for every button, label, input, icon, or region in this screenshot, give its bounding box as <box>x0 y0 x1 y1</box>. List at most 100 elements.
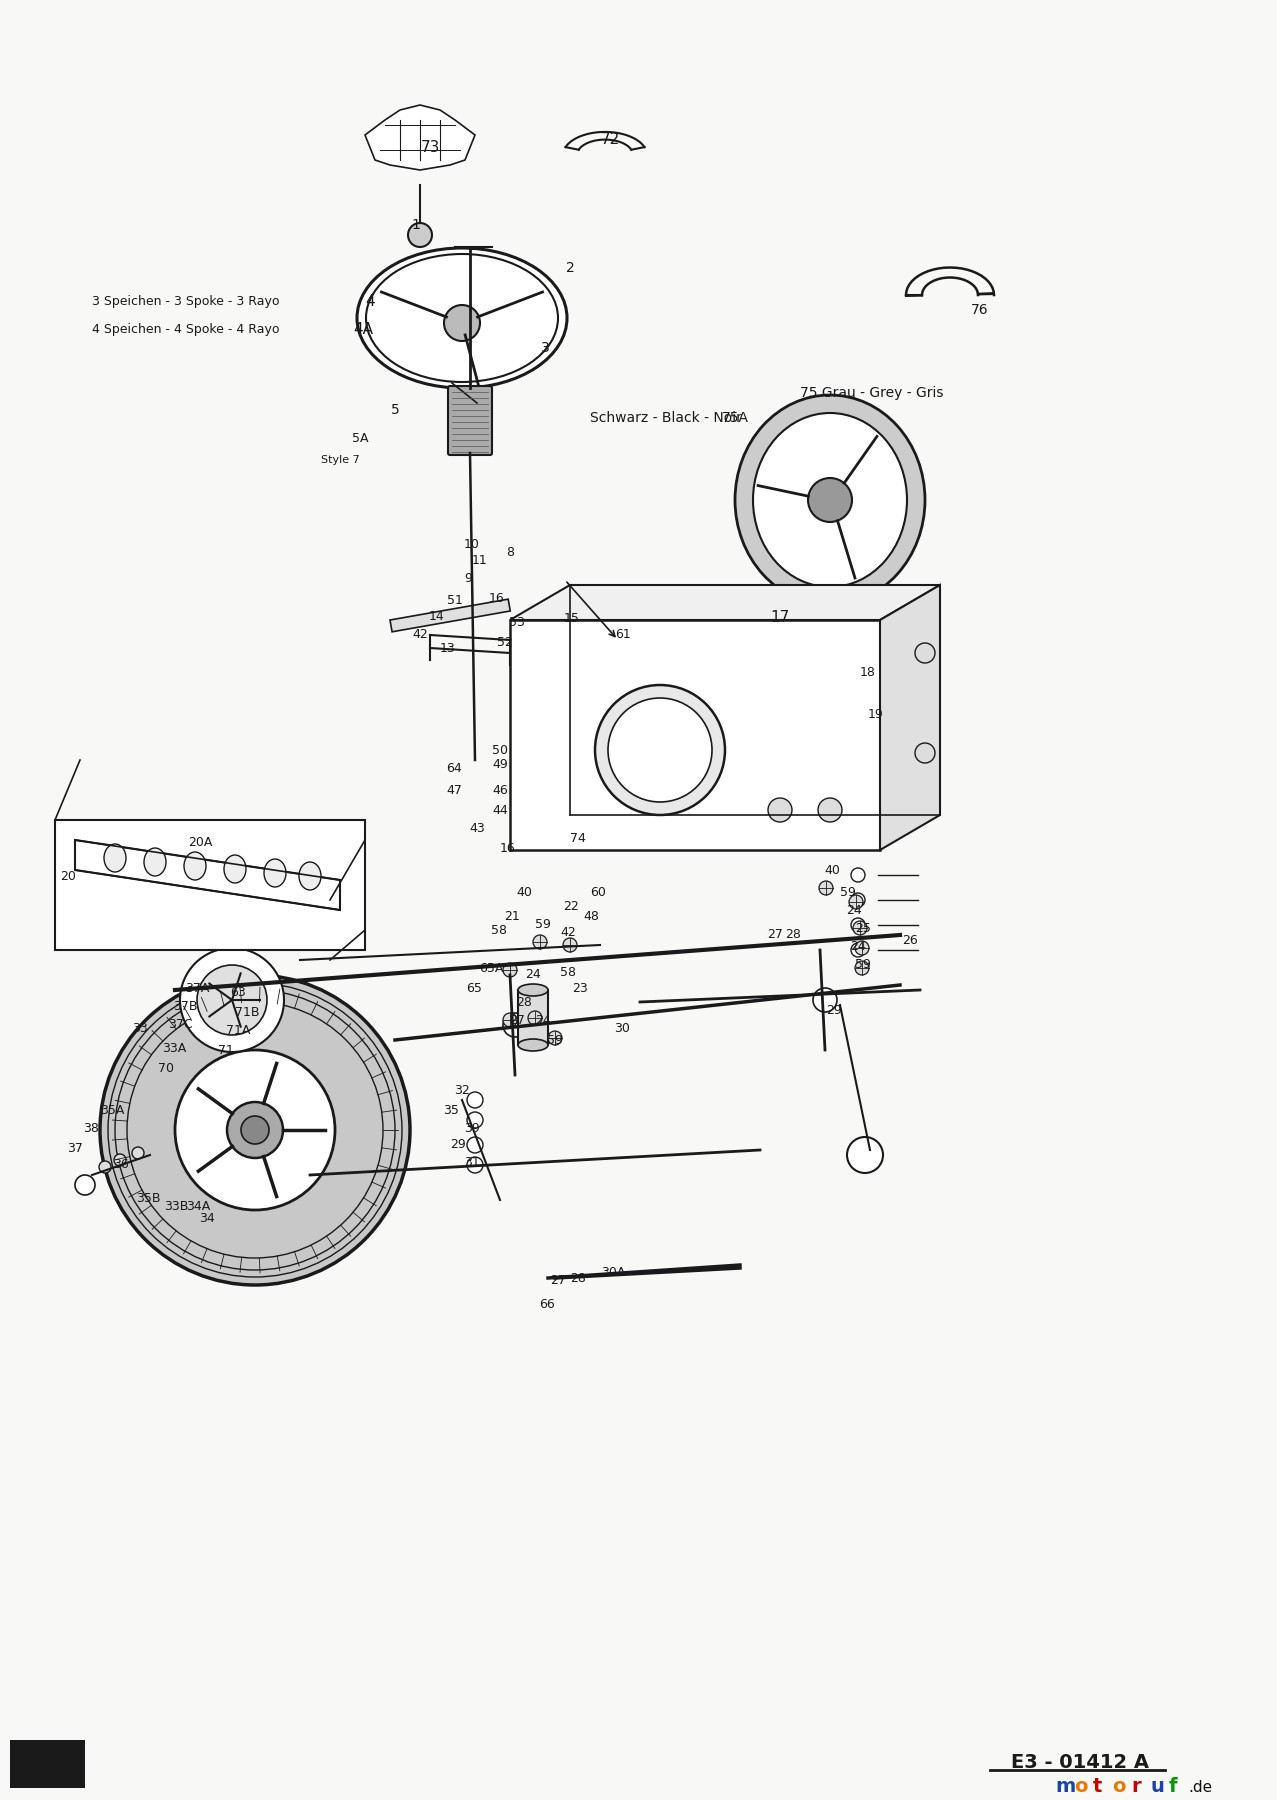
Text: 5A: 5A <box>351 432 368 445</box>
Polygon shape <box>365 104 475 169</box>
Text: 64: 64 <box>446 761 462 774</box>
Text: 40: 40 <box>516 886 533 898</box>
Ellipse shape <box>518 1039 548 1051</box>
Circle shape <box>916 743 935 763</box>
Text: 59: 59 <box>840 886 856 898</box>
Circle shape <box>227 1102 283 1157</box>
Text: 10: 10 <box>464 538 480 551</box>
Text: 75 Grau - Grey - Gris: 75 Grau - Grey - Gris <box>799 385 944 400</box>
Text: 13: 13 <box>441 641 456 655</box>
Text: 70: 70 <box>158 1062 174 1075</box>
Text: 28: 28 <box>570 1271 586 1285</box>
Circle shape <box>595 686 725 815</box>
Text: 28: 28 <box>785 929 801 941</box>
Text: 19: 19 <box>868 709 884 722</box>
Text: f: f <box>1168 1778 1177 1796</box>
Text: 32: 32 <box>455 1084 470 1096</box>
Text: 25: 25 <box>856 922 871 934</box>
Circle shape <box>180 949 283 1051</box>
Ellipse shape <box>299 862 321 889</box>
Text: r: r <box>1131 1778 1140 1796</box>
Text: 22: 22 <box>563 900 578 914</box>
Text: o: o <box>1074 1778 1088 1796</box>
Text: 60: 60 <box>590 886 607 898</box>
Text: 1: 1 <box>411 218 420 232</box>
Circle shape <box>767 797 792 823</box>
Text: 9: 9 <box>464 572 472 585</box>
Ellipse shape <box>358 248 567 389</box>
Text: 5: 5 <box>391 403 400 418</box>
Ellipse shape <box>518 985 548 995</box>
Text: 31: 31 <box>464 1157 480 1170</box>
Text: 58: 58 <box>490 923 507 936</box>
Text: 59: 59 <box>547 1033 563 1046</box>
Text: 24: 24 <box>847 904 862 916</box>
Text: 59: 59 <box>535 918 550 931</box>
Text: 65: 65 <box>466 981 481 994</box>
Polygon shape <box>510 585 940 619</box>
Text: 37B: 37B <box>172 999 197 1012</box>
Text: E3 - 01412 A: E3 - 01412 A <box>1011 1753 1149 1771</box>
Circle shape <box>856 941 870 956</box>
Circle shape <box>533 934 547 949</box>
Text: 50: 50 <box>492 743 508 756</box>
Text: 21: 21 <box>504 909 520 922</box>
Text: 47: 47 <box>446 783 462 796</box>
Text: 35: 35 <box>443 1103 458 1116</box>
Text: 73: 73 <box>420 140 439 155</box>
Text: t: t <box>1093 1778 1102 1796</box>
Text: 30: 30 <box>614 1022 630 1035</box>
Circle shape <box>114 1154 126 1166</box>
Text: 24: 24 <box>850 940 866 952</box>
Circle shape <box>503 963 517 977</box>
Text: 4A: 4A <box>352 322 373 338</box>
Text: 44: 44 <box>492 803 508 817</box>
Text: 27: 27 <box>510 1013 525 1026</box>
Circle shape <box>467 1112 483 1129</box>
Text: 58: 58 <box>561 965 576 979</box>
Circle shape <box>241 1116 269 1145</box>
Bar <box>510 619 880 850</box>
Text: 30A: 30A <box>600 1265 626 1278</box>
Circle shape <box>197 965 267 1035</box>
Text: 16: 16 <box>489 592 504 605</box>
Circle shape <box>850 893 865 907</box>
Text: 37A: 37A <box>185 981 209 994</box>
Circle shape <box>849 895 863 909</box>
Text: 34: 34 <box>199 1211 215 1224</box>
Text: 24: 24 <box>525 968 541 981</box>
Text: 33A: 33A <box>162 1042 186 1055</box>
Circle shape <box>608 698 713 803</box>
Circle shape <box>563 938 577 952</box>
Circle shape <box>819 880 833 895</box>
Text: 20: 20 <box>60 871 75 884</box>
Polygon shape <box>75 841 340 911</box>
Text: 74: 74 <box>570 832 586 844</box>
Bar <box>55 821 365 950</box>
Text: 20A: 20A <box>188 837 212 850</box>
Text: 42: 42 <box>412 628 428 641</box>
Circle shape <box>467 1138 483 1154</box>
Circle shape <box>503 1013 527 1037</box>
Text: 36: 36 <box>114 1157 129 1170</box>
Text: m: m <box>1055 1778 1075 1796</box>
Circle shape <box>100 976 410 1285</box>
Ellipse shape <box>366 254 558 382</box>
Text: Style 7: Style 7 <box>321 455 359 464</box>
Ellipse shape <box>223 855 246 884</box>
Circle shape <box>850 868 865 882</box>
Circle shape <box>819 797 842 823</box>
Text: 27: 27 <box>767 929 783 941</box>
Ellipse shape <box>736 394 925 605</box>
Ellipse shape <box>753 412 907 587</box>
Polygon shape <box>880 585 940 850</box>
Text: 23: 23 <box>572 981 587 994</box>
Text: 71B: 71B <box>235 1006 259 1019</box>
Circle shape <box>75 1175 94 1195</box>
Ellipse shape <box>103 844 126 871</box>
Circle shape <box>856 961 870 976</box>
Bar <box>389 599 511 632</box>
Text: 72: 72 <box>600 133 619 148</box>
Circle shape <box>467 1093 483 1109</box>
Circle shape <box>853 922 867 934</box>
